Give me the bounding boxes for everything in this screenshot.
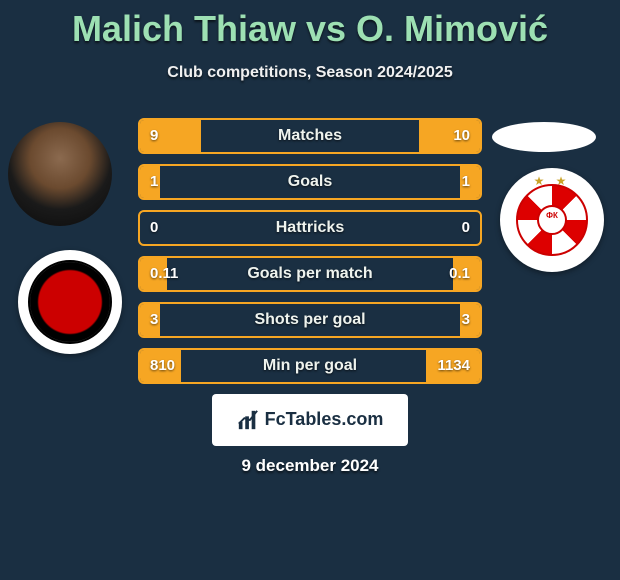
stat-row: 3Shots per goal3 xyxy=(138,302,482,338)
stat-label: Goals per match xyxy=(140,258,480,290)
player-right-avatar xyxy=(492,122,596,152)
stat-value-right: 1134 xyxy=(437,350,470,382)
stat-value-right: 1 xyxy=(462,166,470,198)
stat-label: Goals xyxy=(140,166,480,198)
stat-value-right: 3 xyxy=(462,304,470,336)
player-left-avatar xyxy=(8,122,112,226)
club-right-badge: ★ ★ ФК xyxy=(500,168,604,272)
comparison-infographic: Malich Thiaw vs O. Mimović Club competit… xyxy=(0,0,620,580)
stat-row: 9Matches10 xyxy=(138,118,482,154)
acm-crest-icon xyxy=(28,260,112,344)
stat-label: Matches xyxy=(140,120,480,152)
stat-label: Min per goal xyxy=(140,350,480,382)
stat-label: Hattricks xyxy=(140,212,480,244)
stat-row: 0.11Goals per match0.1 xyxy=(138,256,482,292)
stat-value-right: 0.1 xyxy=(449,258,470,290)
stat-label: Shots per goal xyxy=(140,304,480,336)
fctables-logo: FcTables.com xyxy=(212,394,408,446)
stat-value-right: 10 xyxy=(453,120,470,152)
club-right-badge-text: ФК xyxy=(537,205,567,235)
stat-value-right: 0 xyxy=(462,212,470,244)
logo-text: FcTables.com xyxy=(265,409,384,429)
date-text: 9 december 2024 xyxy=(0,456,620,476)
stat-row: 1Goals1 xyxy=(138,164,482,200)
chart-icon xyxy=(237,409,259,431)
stats-panel: 9Matches101Goals10Hattricks00.11Goals pe… xyxy=(138,118,482,394)
club-left-badge xyxy=(18,250,122,354)
stat-row: 0Hattricks0 xyxy=(138,210,482,246)
page-title: Malich Thiaw vs O. Mimović xyxy=(0,0,620,50)
subtitle: Club competitions, Season 2024/2025 xyxy=(0,64,620,82)
stat-row: 810Min per goal1134 xyxy=(138,348,482,384)
